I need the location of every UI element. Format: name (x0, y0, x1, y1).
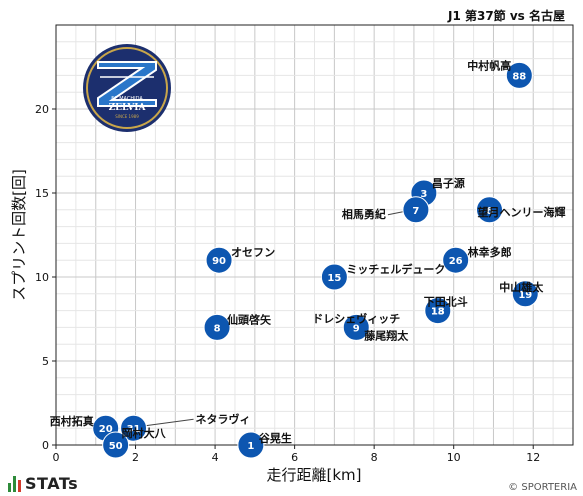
point-number-label: 8 (214, 323, 221, 334)
annotation-leader-line (141, 418, 194, 427)
point-number-label: 9 (353, 323, 360, 334)
x-axis-label: 走行距離[km] (266, 466, 361, 484)
data-point (342, 313, 370, 341)
point-number-label: 13 (431, 307, 445, 318)
point-number-label: 7 (412, 206, 419, 217)
copyright: © SPORTERIA (508, 482, 577, 493)
stats-brand-text: STATs (25, 474, 79, 493)
data-point (424, 297, 452, 325)
plot-frame (55, 24, 574, 446)
stats-brand: STATs (8, 474, 78, 493)
point-name-label: 下田北斗 (424, 295, 468, 309)
x-tick-label: 10 (447, 451, 461, 464)
point-number-label: 88 (512, 71, 526, 82)
data-point (120, 414, 148, 442)
data-point (505, 61, 533, 89)
point-number-label: 15 (327, 273, 341, 284)
x-tick-label: 8 (371, 451, 378, 464)
y-axis-label: スプリント回数[回] (10, 169, 28, 301)
point-number-label: 6 (486, 206, 493, 217)
data-point (402, 196, 430, 224)
point-name-label: 岡村大八 (122, 426, 167, 440)
data-point (237, 431, 265, 459)
point-name-label: 西村拓真 (50, 414, 94, 428)
point-number-label: 31 (127, 424, 141, 435)
point-name-label: オセフン (231, 246, 275, 259)
point-name-label: ドレシェヴィッチ (312, 311, 400, 325)
point-name-label: 中山雄太 (499, 280, 544, 294)
y-tick-label: 5 (42, 355, 49, 368)
data-point (203, 313, 231, 341)
y-tick-label: 20 (35, 103, 49, 116)
point-name-label: 谷晃生 (259, 431, 292, 445)
x-tick-label: 2 (132, 451, 139, 464)
x-tick-label: 0 (53, 451, 60, 464)
logo-text-bottom: SINCE 1989 (115, 114, 139, 119)
x-tick-label: 4 (212, 451, 219, 464)
point-name-label: 藤尾翔太 (364, 328, 409, 342)
point-name-label: 仙頭啓矢 (227, 312, 272, 326)
data-point (511, 280, 539, 308)
zelvia-logo: FC MACHIDA ZELVIA SINCE 1989 (83, 44, 171, 132)
x-tick-label: 6 (291, 451, 298, 464)
point-number-label: 18 (431, 307, 445, 318)
point-name-label: 相馬勇紀 (342, 207, 386, 221)
data-point (475, 196, 503, 224)
logo-text-top: FC MACHIDA (111, 96, 143, 102)
stats-logo-icon (8, 475, 21, 492)
y-tick-label: 15 (35, 187, 49, 200)
point-number-label: 50 (109, 441, 123, 452)
point-number-label: 3 (420, 189, 427, 200)
data-point (102, 431, 130, 459)
logo-text-main: ZELVIA (109, 103, 147, 113)
chart-title: J1 第37節 vs 名古屋 (447, 9, 565, 23)
point-name-label: ネタラヴィ (196, 412, 251, 426)
y-tick-label: 0 (42, 439, 49, 452)
point-name-label: 林幸多郎 (468, 245, 512, 259)
x-tick-label: 12 (526, 451, 540, 464)
point-name-label: 望月ヘンリー海輝 (477, 205, 565, 219)
point-number-label: 90 (212, 256, 226, 267)
point-number-label: 20 (99, 424, 113, 435)
y-tick-label: 10 (35, 271, 49, 284)
point-number-label: 19 (518, 290, 532, 301)
point-name-label: ミッチェルデューク (346, 262, 445, 276)
point-number-label: 1 (247, 441, 254, 452)
data-point (320, 263, 348, 291)
data-point (205, 246, 233, 274)
point-number-label: 26 (449, 256, 463, 267)
point-name-label: 中村帆高 (467, 58, 511, 72)
data-point (442, 246, 470, 274)
point-name-label: 昌子源 (432, 176, 465, 190)
